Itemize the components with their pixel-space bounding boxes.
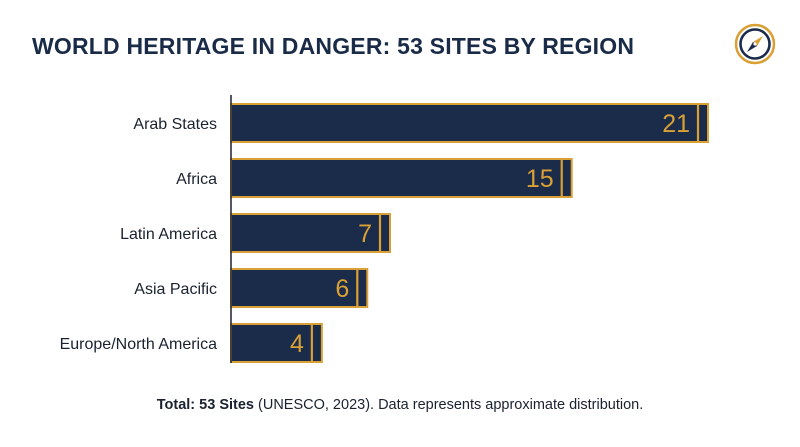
footnote: Total: 53 Sites (UNESCO, 2023). Data rep… xyxy=(0,397,800,413)
category-label-latin-america: Latin America xyxy=(120,226,217,243)
category-label-asia-pacific: Asia Pacific xyxy=(134,281,217,298)
compass-icon xyxy=(734,23,776,65)
category-label-africa: Africa xyxy=(176,171,217,188)
value-label-europe-north-america: 4 xyxy=(290,330,304,358)
bar-latin-america xyxy=(230,213,391,253)
chart-title: WORLD HERITAGE IN DANGER: 53 SITES BY RE… xyxy=(32,33,635,59)
value-label-latin-america: 7 xyxy=(358,220,372,248)
category-label-europe-north-america: Europe/North America xyxy=(60,336,218,353)
bar-arab-states xyxy=(230,103,709,143)
value-label-africa: 15 xyxy=(526,165,554,193)
footnote-bold: Total: 53 Sites xyxy=(156,397,254,413)
category-label-arab-states: Arab States xyxy=(133,116,217,133)
bar-africa xyxy=(230,158,573,198)
value-label-asia-pacific: 6 xyxy=(335,275,349,303)
bar-europe-north-america xyxy=(230,323,323,363)
value-label-arab-states: 21 xyxy=(662,110,690,138)
footnote-text: (UNESCO, 2023). Data represents approxim… xyxy=(253,397,644,413)
